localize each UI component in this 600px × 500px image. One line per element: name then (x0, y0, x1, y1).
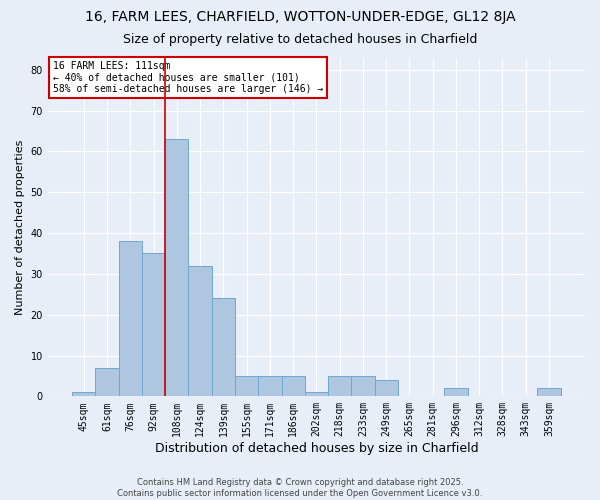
Bar (258, 376, 281, 396)
Bar (538, 388, 560, 396)
Y-axis label: Number of detached properties: Number of detached properties (15, 139, 25, 314)
Bar (212, 298, 235, 396)
Bar (72, 392, 95, 396)
Bar (374, 380, 398, 396)
Text: Contains HM Land Registry data © Crown copyright and database right 2025.
Contai: Contains HM Land Registry data © Crown c… (118, 478, 482, 498)
Text: 16 FARM LEES: 111sqm
← 40% of detached houses are smaller (101)
58% of semi-deta: 16 FARM LEES: 111sqm ← 40% of detached h… (53, 61, 323, 94)
X-axis label: Distribution of detached houses by size in Charfield: Distribution of detached houses by size … (155, 442, 478, 455)
Text: 16, FARM LEES, CHARFIELD, WOTTON-UNDER-EDGE, GL12 8JA: 16, FARM LEES, CHARFIELD, WOTTON-UNDER-E… (85, 10, 515, 24)
Bar (165, 139, 188, 396)
Bar (235, 376, 258, 396)
Bar (328, 376, 351, 396)
Bar (445, 388, 467, 396)
Text: Size of property relative to detached houses in Charfield: Size of property relative to detached ho… (123, 32, 477, 46)
Bar (188, 266, 212, 396)
Bar (305, 392, 328, 396)
Bar (95, 368, 119, 396)
Bar (142, 254, 165, 396)
Bar (281, 376, 305, 396)
Bar (351, 376, 374, 396)
Bar (119, 241, 142, 396)
